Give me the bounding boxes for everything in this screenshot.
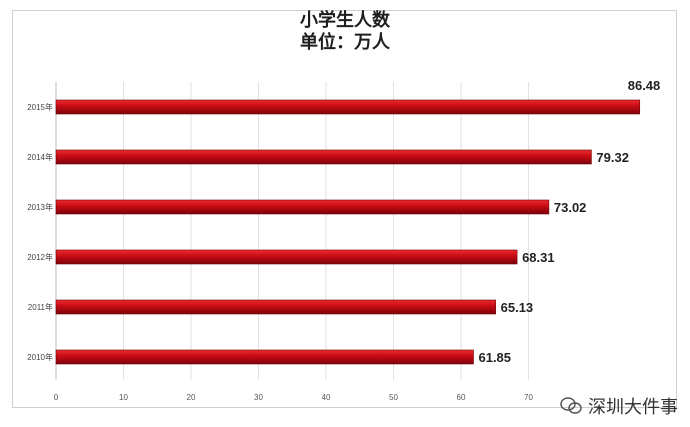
bar xyxy=(55,149,592,165)
category-label: 2010年 xyxy=(27,352,53,362)
value-label: 86.48 xyxy=(628,78,661,93)
x-tick-label: 40 xyxy=(322,393,331,402)
x-tick-label: 20 xyxy=(187,393,196,402)
wechat-icon xyxy=(560,397,582,415)
x-tick-label: 30 xyxy=(254,393,263,402)
chart-title-block: 小学生人数 单位：万人 xyxy=(0,10,690,54)
bar xyxy=(55,99,641,115)
bar xyxy=(55,349,474,365)
chart-subtitle: 单位：万人 xyxy=(300,32,390,53)
category-label: 2014年 xyxy=(27,152,53,162)
value-label: 65.13 xyxy=(501,300,534,315)
x-tick-label: 50 xyxy=(389,393,398,402)
watermark-text: 深圳大件事 xyxy=(588,397,678,418)
bar xyxy=(55,199,550,215)
x-tick-label: 0 xyxy=(54,393,59,402)
category-label: 2015年 xyxy=(27,102,53,112)
bar xyxy=(55,249,518,265)
category-label: 2011年 xyxy=(28,302,53,312)
value-label: 73.02 xyxy=(554,200,587,215)
value-label: 68.31 xyxy=(522,250,555,265)
category-label: 2012年 xyxy=(27,252,53,262)
chart-title: 小学生人数 xyxy=(300,10,390,31)
value-label: 79.32 xyxy=(596,150,629,165)
value-label: 61.85 xyxy=(478,350,511,365)
x-tick-label: 60 xyxy=(457,393,466,402)
watermark: 深圳大件事 xyxy=(560,393,678,419)
x-tick-label: 70 xyxy=(524,393,533,402)
x-tick-label: 10 xyxy=(119,393,128,402)
category-label: 2013年 xyxy=(27,202,53,212)
bar xyxy=(55,299,496,315)
